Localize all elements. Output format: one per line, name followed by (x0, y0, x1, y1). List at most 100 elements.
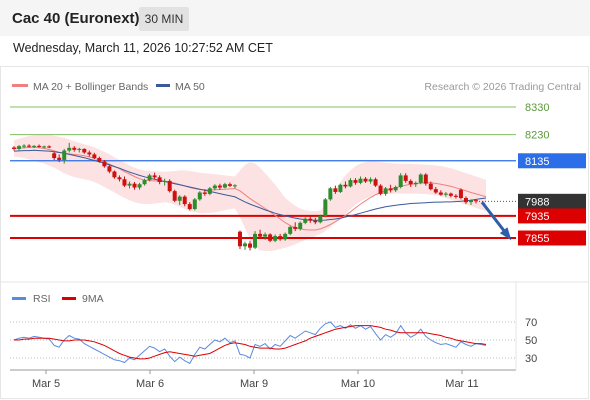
forecast-arrow (480, 201, 512, 241)
candle-body (62, 150, 67, 160)
candle-body (207, 188, 212, 194)
support-label-box-7855 (518, 230, 586, 246)
candle-body (227, 184, 232, 186)
candle-body (162, 180, 167, 183)
chart-frame (0, 66, 589, 399)
candle-body (338, 184, 343, 192)
candle-body (323, 199, 328, 216)
candle-body (303, 218, 308, 223)
candle-body (42, 146, 47, 148)
candle-body (378, 185, 383, 194)
candle-body (283, 233, 288, 240)
candle-body (182, 196, 187, 205)
candle-body (97, 158, 102, 162)
candle-body (263, 234, 268, 237)
candle-body (92, 154, 97, 159)
candle-body (398, 175, 403, 187)
candle-body (67, 147, 72, 151)
ma20-legend-swatch (12, 84, 28, 87)
support-label-7935: 7935 (525, 211, 549, 223)
rsi-tick-50: 50 (525, 335, 537, 347)
candle-body (157, 177, 162, 183)
x-tick-label: Mar 11 (445, 378, 478, 390)
candle-body (217, 185, 222, 188)
candle-body (463, 198, 468, 203)
candle-body (87, 152, 92, 155)
candle-body (237, 231, 242, 247)
candle-body (82, 148, 87, 153)
candle-body (308, 218, 313, 221)
resistance-label-8330: 8330 (525, 102, 549, 114)
candle-body (328, 188, 333, 200)
candle-body (423, 174, 428, 184)
candle-body (57, 157, 62, 160)
forecast-arrow-head (499, 227, 512, 241)
candle-body (278, 236, 283, 240)
bollinger-band-fill (14, 134, 486, 251)
candle-body (418, 174, 423, 183)
bollinger-bands (14, 134, 486, 251)
rsi-tick-70: 70 (525, 317, 537, 329)
rsi-lines (13, 321, 487, 365)
candle-body (413, 182, 418, 185)
candle-body (393, 186, 398, 191)
candle-body (248, 243, 253, 248)
rsi-legend-label: RSI (33, 293, 51, 305)
candle-body (142, 180, 147, 185)
candle-body (258, 233, 263, 237)
candle-body (117, 177, 122, 180)
candle-body (253, 233, 258, 248)
rsi-ma-legend-label: 9MA (82, 293, 104, 305)
candle-body (433, 189, 438, 193)
candle-body (318, 215, 323, 223)
chart-title: Cac 40 (Euronext) (12, 10, 140, 27)
candle-body (474, 200, 478, 202)
candle-body (112, 171, 117, 178)
current-price-label: 7988 (525, 196, 549, 208)
rsi-ma-line (14, 325, 487, 360)
candle-body (343, 184, 348, 187)
candle-body (358, 178, 363, 183)
x-tick-label: Mar 6 (136, 378, 164, 390)
candle-body (273, 236, 278, 241)
candle-body (428, 183, 433, 190)
candle-body (383, 188, 388, 194)
rsi-gridlines: 70 50 30 (10, 317, 537, 365)
candle-body (222, 184, 227, 188)
candle-body (368, 179, 373, 182)
resistance-label-8230: 8230 (525, 130, 549, 142)
interval-button[interactable]: 30 MIN (139, 7, 189, 31)
candle-body (363, 178, 368, 182)
candle-body (288, 226, 293, 234)
rsi-tick-30: 30 (525, 353, 537, 365)
ma50-legend-label: MA 50 (175, 81, 205, 93)
candle-body (298, 222, 303, 229)
candle-body (443, 193, 448, 195)
support-label-7855: 7855 (525, 233, 549, 245)
candle-body (77, 148, 82, 150)
candle-body (212, 185, 217, 189)
rsi-line (13, 321, 487, 365)
candle-body (137, 184, 142, 188)
candle-body (232, 185, 237, 187)
candle-body (72, 147, 77, 150)
candle-body (172, 191, 177, 201)
candlesticks (12, 142, 478, 251)
candle-body (192, 199, 197, 210)
candle-body (122, 179, 127, 186)
candle-body (408, 180, 413, 185)
x-axis: Mar 5 Mar 6 Mar 9 Mar 10 Mar 11 (32, 370, 479, 390)
credit-text: Research © 2026 Trading Central (424, 81, 581, 93)
candle-body (102, 161, 107, 167)
ma20-legend-label: MA 20 + Bollinger Bands (33, 81, 148, 93)
rsi-legend-swatch (12, 297, 26, 300)
candle-body (187, 204, 192, 210)
candle-body (147, 175, 152, 181)
candle-body (32, 145, 37, 147)
candle-body (107, 166, 112, 172)
timestamp: Wednesday, March 11, 2026 10:27:52 AM CE… (13, 41, 273, 55)
candle-body (438, 192, 443, 195)
candle-body (333, 188, 338, 192)
candle-body (167, 180, 172, 192)
